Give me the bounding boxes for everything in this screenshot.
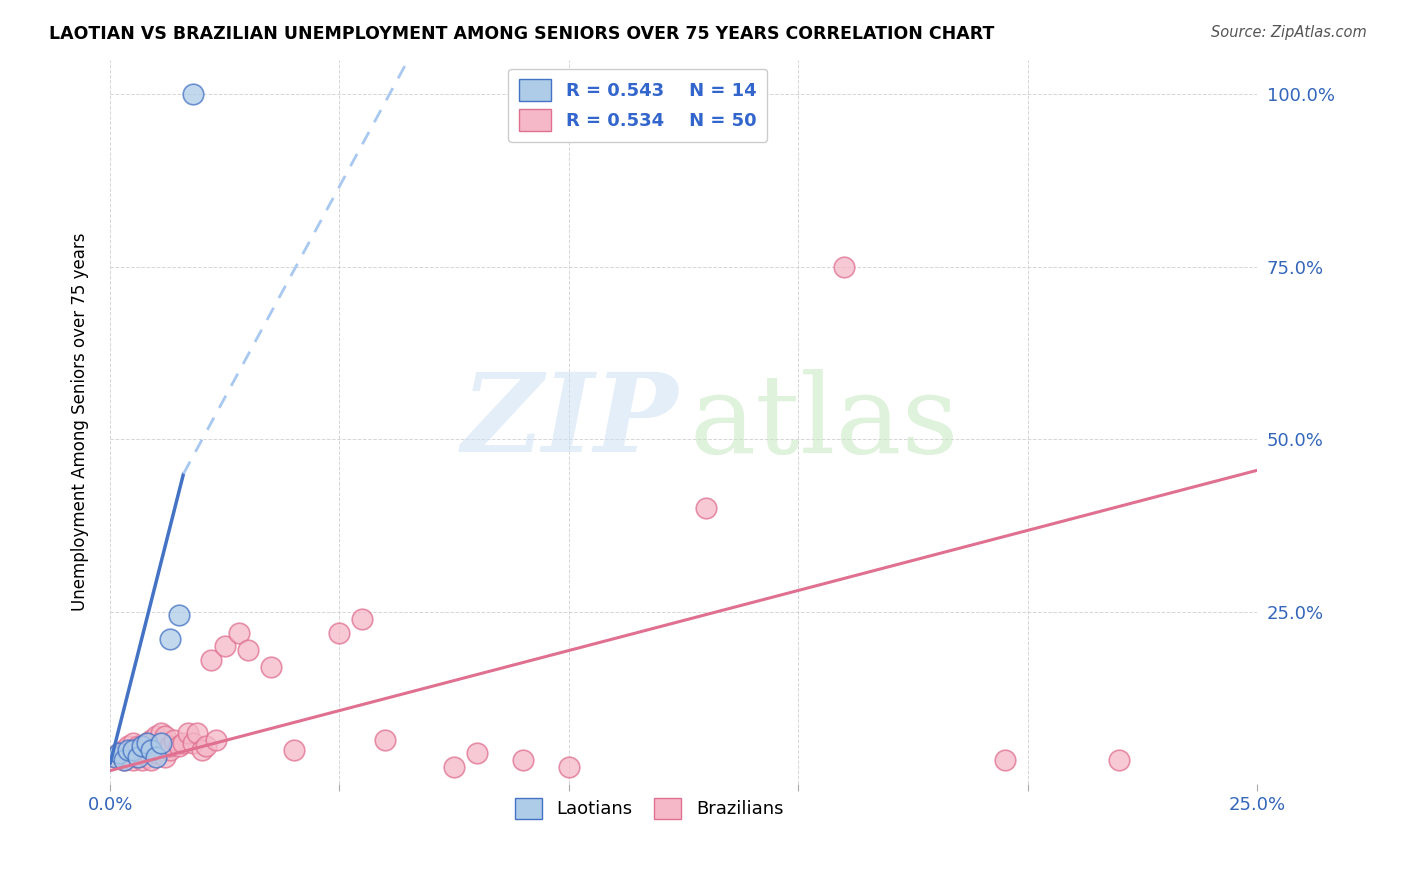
Point xyxy=(259,660,281,674)
Point xyxy=(141,743,163,757)
Point xyxy=(104,749,127,764)
Point xyxy=(159,632,181,647)
Point xyxy=(695,501,717,516)
Text: atlas: atlas xyxy=(689,368,959,475)
Point xyxy=(195,739,218,754)
Point xyxy=(141,732,163,747)
Point xyxy=(108,747,131,761)
Point xyxy=(443,760,465,774)
Point xyxy=(465,747,488,761)
Point xyxy=(122,743,145,757)
Point xyxy=(228,625,250,640)
Point xyxy=(167,739,190,754)
Point xyxy=(191,743,214,757)
Point xyxy=(204,732,226,747)
Point xyxy=(127,749,149,764)
Point xyxy=(374,732,396,747)
Point xyxy=(141,753,163,767)
Point xyxy=(149,743,172,757)
Point xyxy=(186,725,208,739)
Point xyxy=(135,736,157,750)
Y-axis label: Unemployment Among Seniors over 75 years: Unemployment Among Seniors over 75 years xyxy=(72,233,89,611)
Point xyxy=(172,736,194,750)
Point xyxy=(163,732,186,747)
Point xyxy=(112,743,135,757)
Point xyxy=(159,743,181,757)
Point xyxy=(181,87,204,102)
Point xyxy=(117,739,139,754)
Point xyxy=(153,729,176,743)
Point xyxy=(122,736,145,750)
Point xyxy=(145,729,167,743)
Point xyxy=(832,260,855,274)
Point xyxy=(127,749,149,764)
Point xyxy=(145,747,167,761)
Point xyxy=(131,753,153,767)
Point xyxy=(149,736,172,750)
Point xyxy=(135,749,157,764)
Point xyxy=(131,739,153,754)
Point xyxy=(181,736,204,750)
Point xyxy=(145,749,167,764)
Point xyxy=(283,743,305,757)
Point xyxy=(236,642,259,657)
Text: LAOTIAN VS BRAZILIAN UNEMPLOYMENT AMONG SENIORS OVER 75 YEARS CORRELATION CHART: LAOTIAN VS BRAZILIAN UNEMPLOYMENT AMONG … xyxy=(49,25,994,43)
Point xyxy=(117,743,139,757)
Point xyxy=(200,653,222,667)
Point xyxy=(131,739,153,754)
Point xyxy=(149,725,172,739)
Text: Source: ZipAtlas.com: Source: ZipAtlas.com xyxy=(1211,25,1367,40)
Legend: Laotians, Brazilians: Laotians, Brazilians xyxy=(508,791,790,826)
Point xyxy=(135,736,157,750)
Point xyxy=(328,625,350,640)
Point xyxy=(112,753,135,767)
Text: ZIP: ZIP xyxy=(461,368,678,475)
Point xyxy=(994,753,1017,767)
Point xyxy=(177,725,200,739)
Point xyxy=(108,747,131,761)
Point xyxy=(352,612,374,626)
Point xyxy=(512,753,534,767)
Point xyxy=(558,760,581,774)
Point xyxy=(159,739,181,754)
Point xyxy=(1108,753,1130,767)
Point xyxy=(167,608,190,623)
Point xyxy=(127,739,149,754)
Point xyxy=(153,749,176,764)
Point xyxy=(117,749,139,764)
Point xyxy=(104,749,127,764)
Point xyxy=(122,753,145,767)
Point xyxy=(112,753,135,767)
Point xyxy=(214,640,236,654)
